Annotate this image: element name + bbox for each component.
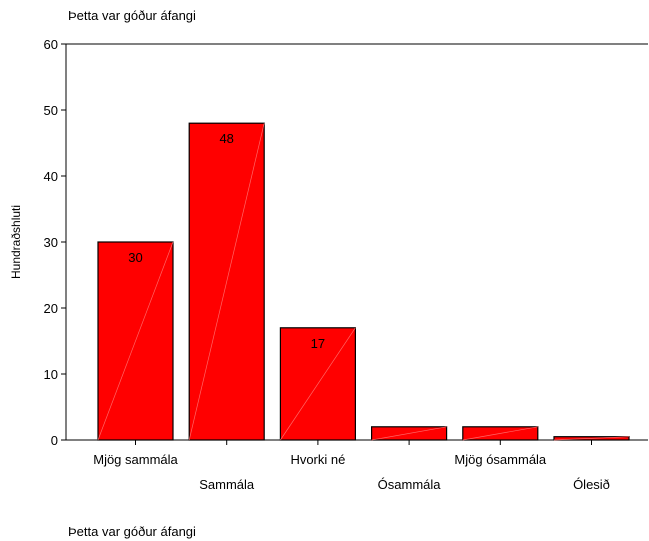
bars [97,122,630,441]
y-tick-label: 60 [44,37,58,52]
bar-highlight [97,241,174,441]
x-tick-label: Sammála [199,477,255,492]
y-axis-title: Hundraðshluti [9,205,23,279]
labels: 0 10 20 30 40 50 60 Hundraðshluti 30 Mjög sammála… [9,37,610,492]
x-tick-label: Hvorki né [290,452,345,467]
x-tick-label: Ósammála [378,477,442,492]
x-axis-title: Þetta var góður áfangi [68,524,196,539]
y-tick-label: 50 [44,103,58,118]
y-tick-label: 0 [51,433,58,448]
y-tick-label: 20 [44,301,58,316]
bar-highlight [280,327,356,441]
bar-highlight [462,426,538,441]
y-tick-label: 40 [44,169,58,184]
y-tick-label: 10 [44,367,58,382]
x-tick-label: Mjög sammála [93,452,178,467]
x-tick-label: Mjög ósammála [454,452,547,467]
bar-highlight [553,436,630,441]
data-label: 30 [128,250,142,265]
chart-title: Þetta var góður áfangi [68,8,196,23]
data-label: 17 [311,336,325,351]
x-tick-label: Ólesið [573,477,610,492]
data-label: 48 [219,131,233,146]
y-tick-label: 30 [44,235,58,250]
bar-highlight [188,123,265,441]
bar-highlight [371,426,447,441]
